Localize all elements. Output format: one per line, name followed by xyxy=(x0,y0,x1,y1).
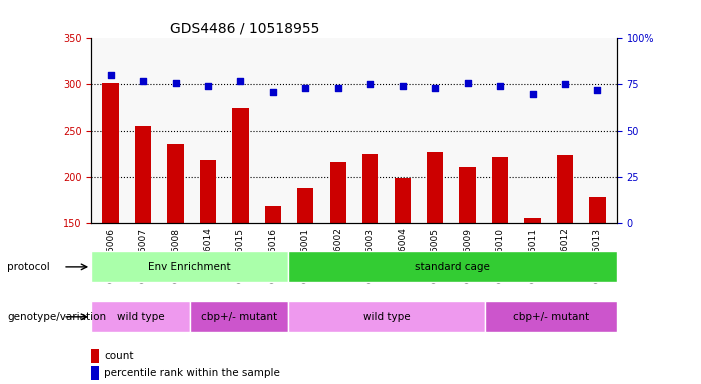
Point xyxy=(105,72,116,78)
Point xyxy=(365,81,376,88)
Bar xyxy=(102,83,118,361)
Bar xyxy=(492,157,508,361)
FancyBboxPatch shape xyxy=(288,301,485,332)
FancyBboxPatch shape xyxy=(190,301,288,332)
FancyBboxPatch shape xyxy=(485,301,617,332)
Text: Env Enrichment: Env Enrichment xyxy=(149,262,231,272)
Bar xyxy=(557,154,573,361)
Text: wild type: wild type xyxy=(116,312,164,322)
Point xyxy=(137,78,149,84)
Bar xyxy=(362,154,379,361)
Bar xyxy=(427,152,443,361)
Bar xyxy=(297,188,313,361)
Text: standard cage: standard cage xyxy=(415,262,490,272)
Point xyxy=(300,85,311,91)
Text: GDS4486 / 10518955: GDS4486 / 10518955 xyxy=(170,22,320,36)
Bar xyxy=(524,218,540,361)
FancyBboxPatch shape xyxy=(91,252,288,283)
Text: genotype/variation: genotype/variation xyxy=(7,312,106,322)
Bar xyxy=(91,366,99,380)
Bar xyxy=(135,126,151,361)
Point xyxy=(267,89,278,95)
Bar xyxy=(329,162,346,361)
Bar xyxy=(91,349,99,363)
Point xyxy=(494,83,505,89)
Text: wild type: wild type xyxy=(363,312,411,322)
Point xyxy=(592,87,603,93)
Text: percentile rank within the sample: percentile rank within the sample xyxy=(104,368,280,378)
Point xyxy=(462,79,473,86)
Bar xyxy=(590,197,606,361)
Point xyxy=(170,79,181,86)
Bar xyxy=(200,160,216,361)
Point xyxy=(397,83,408,89)
Text: cbp+/- mutant: cbp+/- mutant xyxy=(201,312,277,322)
FancyBboxPatch shape xyxy=(91,301,190,332)
Point xyxy=(203,83,214,89)
Text: cbp+/- mutant: cbp+/- mutant xyxy=(513,312,590,322)
Point xyxy=(430,85,441,91)
Point xyxy=(235,78,246,84)
Bar xyxy=(232,108,249,361)
Bar xyxy=(265,206,281,361)
Bar xyxy=(459,167,476,361)
Bar xyxy=(168,144,184,361)
Point xyxy=(527,91,538,97)
Bar xyxy=(395,179,411,361)
Point xyxy=(332,85,343,91)
Point xyxy=(559,81,571,88)
Text: count: count xyxy=(104,351,134,361)
FancyBboxPatch shape xyxy=(288,252,617,283)
Text: protocol: protocol xyxy=(7,262,50,272)
